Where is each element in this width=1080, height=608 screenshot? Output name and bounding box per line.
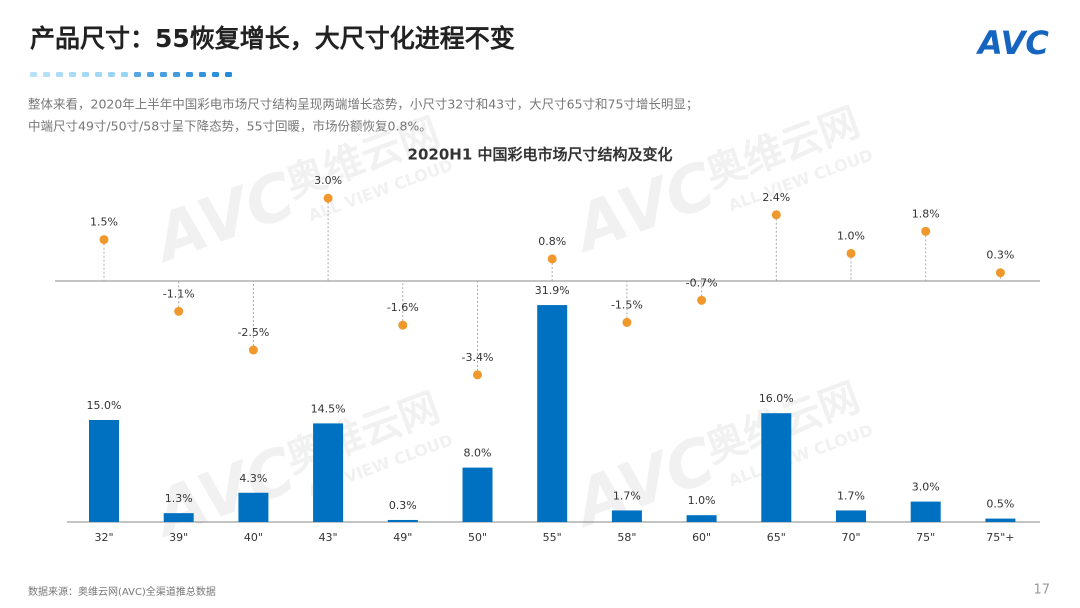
dot-label: 2.4% bbox=[762, 191, 790, 204]
bar-label: 0.3% bbox=[389, 499, 417, 512]
dash bbox=[199, 72, 206, 77]
slide-title: 产品尺寸：55恢复增长，大尺寸化进程不变 bbox=[30, 24, 515, 53]
dash bbox=[30, 72, 37, 77]
dot bbox=[771, 210, 781, 220]
x-tick-label: 40" bbox=[244, 531, 263, 544]
dash bbox=[212, 72, 219, 77]
bar-label: 1.3% bbox=[165, 492, 193, 505]
bar-label: 14.5% bbox=[311, 402, 346, 415]
bar bbox=[537, 305, 568, 522]
dot-label: -3.4% bbox=[462, 351, 494, 364]
dash bbox=[173, 72, 180, 77]
bar-label: 3.0% bbox=[912, 481, 940, 494]
dot bbox=[995, 268, 1005, 278]
dot-label: -1.1% bbox=[163, 287, 195, 300]
dot bbox=[248, 345, 258, 355]
bar-label: 1.7% bbox=[837, 489, 865, 502]
title-decoration bbox=[30, 72, 232, 77]
bar bbox=[89, 420, 119, 522]
bar bbox=[163, 513, 194, 522]
bar-label: 1.0% bbox=[688, 494, 716, 507]
dash bbox=[69, 72, 76, 77]
dot-label: -1.5% bbox=[611, 298, 643, 311]
bar bbox=[313, 423, 344, 522]
dash bbox=[186, 72, 193, 77]
watermark-logo: AVC bbox=[561, 424, 724, 544]
bar-label: 15.0% bbox=[87, 399, 122, 412]
x-tick-label: 43" bbox=[319, 531, 338, 544]
dot bbox=[547, 254, 557, 264]
bar bbox=[238, 492, 269, 522]
dot-label: 3.0% bbox=[314, 174, 342, 187]
x-tick-label: 49" bbox=[393, 531, 412, 544]
dot-label: 0.3% bbox=[986, 249, 1014, 262]
dot bbox=[174, 306, 184, 316]
logo: AVC bbox=[975, 24, 1049, 62]
dash bbox=[147, 72, 154, 77]
dot-label: -0.7% bbox=[686, 276, 718, 289]
watermark-logo: AVC bbox=[141, 159, 304, 279]
dash bbox=[43, 72, 50, 77]
dash bbox=[82, 72, 89, 77]
bar bbox=[611, 510, 642, 522]
x-tick-label: 65" bbox=[767, 531, 786, 544]
source: 数据来源：奥维云网(AVC)全渠道推总数据 bbox=[28, 585, 216, 598]
dot-label: 1.8% bbox=[912, 207, 940, 220]
bar bbox=[836, 510, 866, 522]
bar bbox=[761, 413, 792, 522]
description-line: 中端尺寸49寸/50寸/58寸呈下降态势，55寸回暖，市场份额恢复0.8%。 bbox=[28, 119, 432, 134]
bar-label: 31.9% bbox=[535, 284, 570, 297]
dash bbox=[160, 72, 167, 77]
bar-label: 16.0% bbox=[759, 392, 794, 405]
x-tick-label: 75"+ bbox=[986, 531, 1014, 544]
bar-label: 0.5% bbox=[986, 498, 1014, 511]
dot-label: 1.5% bbox=[90, 216, 118, 229]
dot-label: 1.0% bbox=[837, 229, 865, 242]
watermark-logo: AVC bbox=[561, 149, 724, 269]
dot-label: -2.5% bbox=[237, 326, 269, 339]
dot-label: 0.8% bbox=[538, 235, 566, 248]
dash bbox=[134, 72, 141, 77]
bar-label: 1.7% bbox=[613, 489, 641, 502]
page-number: 17 bbox=[1033, 583, 1050, 598]
description-line: 整体来看，2020年上半年中国彩电市场尺寸结构呈现两端增长态势，小尺寸32寸和4… bbox=[28, 97, 698, 112]
dot bbox=[323, 193, 333, 203]
dot bbox=[921, 226, 931, 236]
dash bbox=[108, 72, 115, 77]
dot bbox=[622, 317, 632, 327]
dot bbox=[398, 320, 408, 330]
dash bbox=[225, 72, 232, 77]
dash bbox=[121, 72, 128, 77]
bar bbox=[686, 515, 717, 522]
bar bbox=[985, 518, 1016, 522]
dot bbox=[473, 370, 482, 380]
dot bbox=[99, 235, 109, 245]
x-tick-label: 58" bbox=[617, 531, 636, 544]
bar bbox=[387, 519, 418, 522]
dash bbox=[95, 72, 102, 77]
dash bbox=[56, 72, 63, 77]
bar bbox=[462, 467, 493, 522]
bar bbox=[910, 501, 941, 522]
bar-label: 8.0% bbox=[464, 447, 492, 460]
chart-title: 2020H1 中国彩电市场尺寸结构及变化 bbox=[408, 146, 673, 164]
x-tick-label: 60" bbox=[692, 531, 711, 544]
dot bbox=[846, 248, 856, 258]
x-tick-label: 32" bbox=[94, 531, 113, 544]
x-tick-label: 75" bbox=[916, 531, 935, 544]
bar-label: 4.3% bbox=[239, 472, 267, 485]
x-tick-label: 70" bbox=[841, 531, 860, 544]
x-tick-label: 55" bbox=[543, 531, 562, 544]
dot-label: -1.6% bbox=[387, 301, 419, 314]
x-tick-label: 50" bbox=[468, 531, 487, 544]
x-tick-label: 39" bbox=[169, 531, 188, 544]
dot bbox=[697, 295, 707, 305]
